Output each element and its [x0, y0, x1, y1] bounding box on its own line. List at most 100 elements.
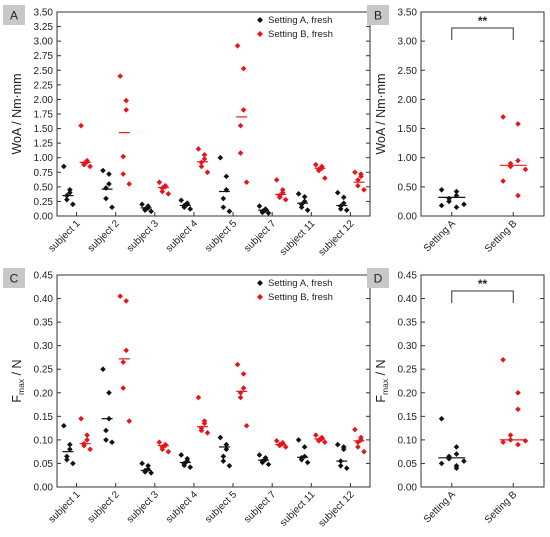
data-point: [522, 438, 529, 444]
data-point: [223, 186, 230, 193]
data-point: [67, 446, 73, 453]
x-tick-label: subject 12: [317, 489, 357, 529]
data-point: [64, 196, 70, 203]
y-tick-label: 0.30: [398, 341, 418, 352]
panel-label: B: [374, 9, 382, 23]
data-point: [195, 146, 202, 152]
data-point: [81, 442, 87, 449]
data-point: [515, 192, 521, 199]
significance-bracket: [451, 27, 514, 40]
y-axis-title-tail: / N: [374, 359, 388, 378]
data-point: [446, 198, 452, 205]
data-point: [220, 195, 227, 202]
y-axis-title: Fmax / N: [10, 359, 26, 402]
data-point: [273, 177, 280, 183]
data-point: [81, 161, 87, 168]
data-point: [226, 463, 233, 469]
y-tick-label: 1.25: [34, 139, 54, 150]
data-point: [159, 188, 166, 195]
plot-frame: [56, 274, 371, 488]
y-axis-title-tail: / N: [10, 359, 24, 378]
legend-label: Setting A, fresh: [268, 278, 332, 289]
data-point: [117, 73, 123, 79]
y-tick-label: 2.25: [34, 80, 54, 91]
y-tick-label: 0.25: [34, 197, 54, 208]
data-point: [139, 201, 145, 208]
data-point: [316, 167, 322, 174]
data-point: [64, 456, 70, 463]
data-point: [201, 156, 208, 162]
x-tick-label: subject 1: [47, 489, 83, 525]
data-point: [237, 394, 244, 401]
data-point: [187, 464, 194, 471]
data-point: [103, 185, 109, 191]
data-point: [358, 173, 364, 180]
data-point: [87, 163, 93, 170]
data-point: [279, 189, 286, 196]
y-axis-title-main: F: [10, 395, 24, 403]
y-axis-title-main: F: [374, 395, 388, 403]
y-tick-label: 1.75: [34, 110, 54, 121]
data-point: [159, 446, 166, 453]
data-point: [237, 150, 244, 156]
data-point: [223, 173, 230, 180]
x-tick-label: subject 7: [242, 218, 278, 254]
data-point: [361, 448, 367, 455]
data-point: [256, 452, 263, 458]
data-point: [240, 107, 247, 113]
x-tick-label: subject 5: [203, 489, 239, 525]
data-point: [361, 186, 367, 193]
data-point: [282, 196, 289, 203]
data-point: [123, 97, 130, 104]
plot-frame: [56, 11, 371, 217]
panel-label-box: [3, 5, 25, 25]
y-tick-label: 0.50: [34, 182, 54, 193]
data-point: [276, 442, 283, 449]
data-point: [313, 161, 319, 168]
data-point: [78, 122, 84, 129]
y-tick-label: 1.50: [398, 124, 418, 135]
data-point: [301, 193, 308, 200]
y-tick-label: 0.45: [398, 271, 418, 282]
data-point: [352, 169, 358, 176]
data-point: [515, 441, 521, 448]
data-point: [195, 394, 202, 401]
y-tick-label: 0.10: [34, 435, 54, 446]
data-point: [334, 189, 341, 196]
data-point: [507, 432, 514, 438]
data-point: [340, 194, 347, 201]
y-tick-label: 1.00: [398, 153, 418, 164]
y-tick-label: 0.40: [398, 294, 418, 305]
legend-label: Setting B, fresh: [268, 292, 333, 303]
data-point: [453, 451, 460, 457]
data-point: [355, 444, 361, 450]
y-tick-label: 0.45: [34, 271, 54, 282]
y-tick-label: 1.50: [34, 124, 54, 135]
data-point: [343, 465, 350, 471]
data-point: [103, 437, 109, 443]
data-point: [109, 204, 115, 211]
data-point: [165, 191, 172, 197]
data-point: [201, 152, 208, 158]
data-point: [106, 171, 112, 177]
data-point: [123, 347, 130, 354]
data-point: [438, 415, 445, 422]
data-point: [126, 181, 133, 187]
data-point: [298, 204, 305, 211]
data-point: [243, 422, 250, 429]
data-point: [240, 371, 247, 377]
y-tick-label: 2.00: [398, 95, 418, 106]
data-point: [223, 441, 230, 448]
panel-label-box: [3, 268, 25, 288]
data-point: [355, 177, 361, 183]
plot-frame: [420, 11, 545, 217]
data-point: [515, 121, 521, 127]
data-point: [243, 179, 250, 185]
data-point: [123, 107, 130, 113]
data-point: [295, 437, 302, 443]
y-tick-label: 0.15: [34, 412, 54, 423]
y-axis-title: Fmax / N: [374, 359, 390, 402]
data-point: [279, 186, 286, 193]
y-tick-label: 0.20: [398, 388, 418, 399]
data-point: [120, 359, 126, 365]
